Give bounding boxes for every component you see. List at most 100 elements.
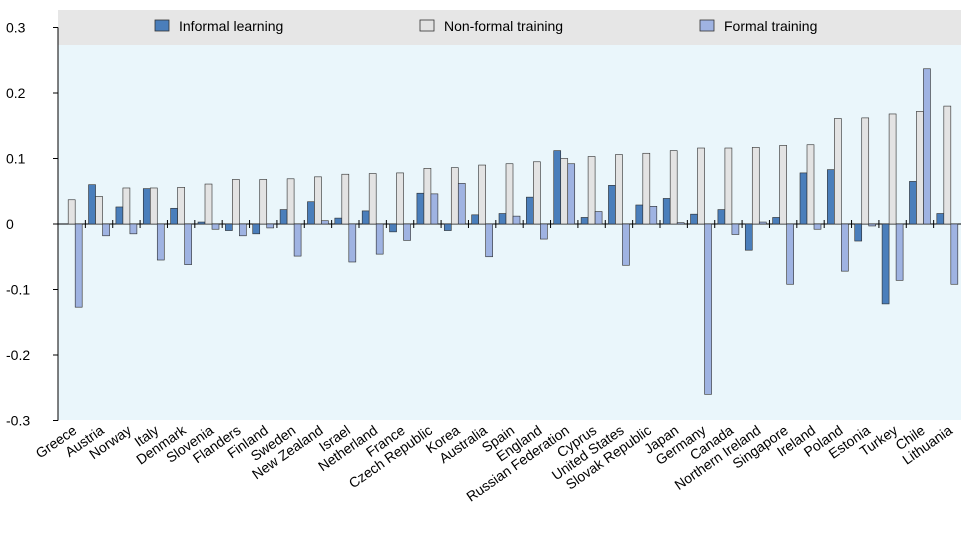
bar bbox=[888, 113, 897, 225]
bar bbox=[622, 223, 630, 266]
bar bbox=[307, 201, 315, 225]
bar bbox=[450, 167, 459, 225]
bar bbox=[225, 223, 233, 231]
bar bbox=[403, 223, 411, 241]
bar bbox=[635, 204, 644, 225]
y-tick-label: 0.3 bbox=[6, 20, 26, 36]
bar bbox=[827, 169, 835, 225]
bar bbox=[396, 172, 404, 225]
bar bbox=[642, 152, 651, 225]
bar bbox=[67, 199, 76, 225]
bar bbox=[423, 168, 432, 225]
bar bbox=[861, 117, 870, 225]
bar bbox=[854, 223, 863, 242]
bar bbox=[375, 223, 384, 255]
y-tick-label: -0.2 bbox=[6, 347, 30, 363]
bar bbox=[505, 163, 514, 225]
bar bbox=[211, 223, 220, 230]
bar bbox=[943, 105, 952, 225]
bar bbox=[122, 187, 131, 225]
bar bbox=[74, 223, 83, 308]
bar bbox=[540, 223, 548, 240]
bar bbox=[724, 147, 733, 225]
legend-swatch bbox=[699, 19, 715, 32]
bar bbox=[608, 185, 616, 225]
bar bbox=[252, 223, 261, 235]
bar bbox=[676, 222, 685, 225]
bar bbox=[560, 158, 569, 225]
bar bbox=[485, 223, 493, 258]
bar bbox=[102, 223, 110, 237]
bar bbox=[88, 184, 96, 225]
bar bbox=[170, 207, 178, 225]
bar bbox=[443, 223, 452, 231]
legend-swatch bbox=[154, 19, 170, 32]
bar bbox=[341, 173, 350, 225]
bar bbox=[580, 217, 589, 225]
y-tick-label: -0.1 bbox=[6, 282, 30, 298]
bar bbox=[457, 183, 466, 225]
bar bbox=[184, 223, 192, 265]
bar bbox=[512, 215, 521, 225]
bar bbox=[129, 223, 138, 235]
bar bbox=[895, 223, 904, 281]
legend-swatch bbox=[419, 19, 435, 32]
bar bbox=[430, 193, 439, 225]
bar bbox=[744, 223, 753, 251]
bar bbox=[786, 223, 794, 285]
bar bbox=[334, 217, 343, 225]
legend-label: Non-formal training bbox=[444, 18, 563, 34]
legend-label: Informal learning bbox=[179, 18, 283, 34]
y-tick-label: 0.2 bbox=[6, 85, 26, 101]
bar bbox=[587, 156, 596, 225]
bar bbox=[259, 179, 268, 225]
bar bbox=[348, 223, 357, 263]
bar bbox=[779, 145, 787, 225]
bar bbox=[416, 192, 425, 225]
bar bbox=[533, 161, 541, 225]
bar bbox=[389, 223, 397, 233]
bar bbox=[156, 223, 165, 261]
bar bbox=[868, 223, 877, 227]
bar bbox=[834, 118, 842, 225]
bar bbox=[177, 187, 185, 225]
bar bbox=[594, 211, 603, 225]
bar bbox=[690, 213, 698, 225]
bar bbox=[286, 178, 295, 225]
bar bbox=[751, 147, 760, 225]
bar bbox=[662, 198, 671, 225]
bar bbox=[615, 154, 623, 225]
bar bbox=[806, 144, 815, 225]
bar bbox=[232, 179, 240, 225]
bar bbox=[697, 147, 705, 225]
bar bbox=[204, 183, 213, 225]
bar bbox=[498, 213, 507, 225]
y-tick-label: 0.1 bbox=[6, 151, 26, 167]
bar bbox=[909, 181, 917, 225]
bar bbox=[293, 223, 302, 257]
bar bbox=[841, 223, 849, 272]
bar bbox=[197, 221, 206, 225]
bar bbox=[649, 206, 658, 225]
bar bbox=[772, 217, 780, 225]
bar bbox=[567, 163, 576, 225]
legend-label: Formal training bbox=[724, 18, 817, 34]
bar bbox=[799, 172, 808, 225]
bar bbox=[266, 223, 275, 229]
bar bbox=[758, 221, 767, 225]
bar bbox=[881, 223, 890, 305]
bar bbox=[314, 176, 322, 225]
bar bbox=[239, 223, 247, 237]
bar bbox=[471, 214, 479, 225]
bar bbox=[478, 164, 486, 225]
bar bbox=[717, 209, 726, 225]
bar bbox=[95, 196, 103, 225]
bar bbox=[361, 210, 370, 225]
bar bbox=[115, 206, 124, 225]
bar bbox=[923, 68, 931, 225]
y-tick-label: 0 bbox=[6, 216, 14, 232]
bar bbox=[279, 209, 288, 225]
y-tick-label: -0.3 bbox=[6, 413, 30, 429]
bar bbox=[553, 150, 562, 225]
